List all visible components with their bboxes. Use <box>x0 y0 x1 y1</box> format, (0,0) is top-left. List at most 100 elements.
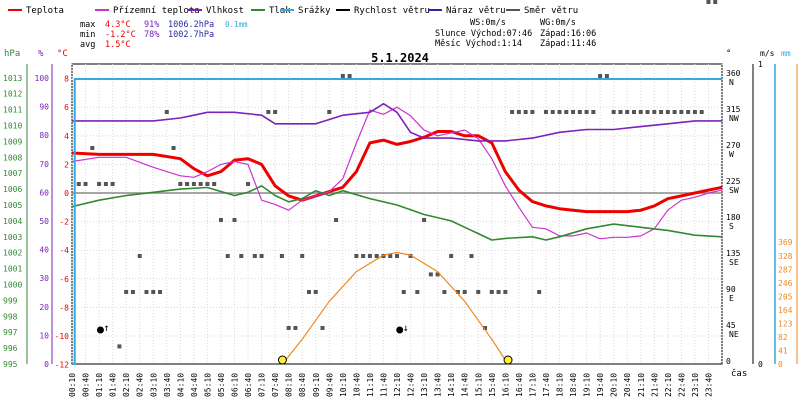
wind-dir-point <box>483 326 488 330</box>
x-tick-label: 14:40 <box>461 373 470 397</box>
x-tick-label: 03:10 <box>149 373 158 397</box>
dir-tick-label: 0 <box>726 357 731 366</box>
wind-dir-point <box>665 110 670 114</box>
wspeed-axis-label: m/s <box>760 49 775 58</box>
press-tick-label: 996 <box>3 344 18 353</box>
wind-dir-point <box>144 290 149 294</box>
wind-dir-point <box>340 74 345 78</box>
wind-dir-point <box>110 182 115 186</box>
x-tick-label: 21:40 <box>650 373 659 397</box>
wind-dir-point <box>246 182 251 186</box>
sun-tick-label: 287 <box>778 265 793 274</box>
dir-name-label: NE <box>729 330 739 339</box>
temp-tick-label: 0 <box>64 189 69 198</box>
moon-rise: Měsíc Východ:1:14 <box>435 39 522 49</box>
x-tick-label: 04:40 <box>190 373 199 397</box>
hum-tick-label: 0 <box>44 360 49 369</box>
wind-dir-point <box>293 326 298 330</box>
hum-tick-label: 10 <box>39 331 49 340</box>
sun-tick-label: 82 <box>778 333 788 342</box>
x-tick-label: 13:10 <box>420 373 429 397</box>
stats-min-press: 1002.7hPa <box>168 30 214 40</box>
wind-dir-point <box>320 326 325 330</box>
hum-tick-label: 20 <box>39 303 49 312</box>
legend-label: Přízemní teplota <box>113 6 200 16</box>
x-tick-label: 23:40 <box>704 373 713 397</box>
press-tick-label: 999 <box>3 296 18 305</box>
legend: Teplota Přízemní teplota Vlhkost Tlak Sr… <box>8 6 578 16</box>
x-tick-label: 22:40 <box>677 373 686 397</box>
wspeed-tick-label: 1 <box>758 60 763 69</box>
wind-dir-point <box>625 110 630 114</box>
sun-tick-label: 41 <box>778 346 788 355</box>
wind-dir-point <box>598 74 603 78</box>
x-tick-label: 05:10 <box>203 373 212 397</box>
wind-dir-point <box>713 0 718 4</box>
wind-speed-point <box>96 326 104 334</box>
x-tick-label: 01:10 <box>95 373 104 397</box>
temp-tick-label: 2 <box>64 160 69 169</box>
x-tick-label: 00:10 <box>68 373 77 397</box>
sun-tick-label: 205 <box>778 292 793 301</box>
sun-marker <box>277 355 287 365</box>
press-tick-label: 1005 <box>3 201 22 210</box>
hum-tick-label: 70 <box>39 160 49 169</box>
x-tick-label: 15:10 <box>474 373 483 397</box>
legend-label: Srážky <box>298 6 331 16</box>
wind-dir-point <box>252 254 257 258</box>
temp-tick-label: 8 <box>64 75 69 84</box>
wind-arrow: ↓ <box>403 323 409 334</box>
wind-dir-point <box>130 290 135 294</box>
wind-dir-point <box>83 182 88 186</box>
dir-name-label: NW <box>729 114 739 123</box>
legend-item-srazky: Srážky <box>280 6 331 16</box>
press-tick-label: 1012 <box>3 90 22 99</box>
x-tick-label: 11:40 <box>379 373 388 397</box>
press-tick-label: 997 <box>3 328 18 337</box>
legend-item-vlhkost: Vlhkost <box>188 6 244 16</box>
sun-tick-label: 369 <box>778 238 793 247</box>
wind-dir-point <box>334 218 339 222</box>
wind-dir-point <box>455 290 460 294</box>
wind-dir-point <box>239 254 244 258</box>
wind-dir-point <box>185 182 190 186</box>
dir-name-label: E <box>729 294 734 303</box>
x-tick-label: 17:40 <box>542 373 551 397</box>
x-tick-label: 07:10 <box>258 373 267 397</box>
wind-dir-point <box>462 290 467 294</box>
series-line-srky <box>72 78 722 365</box>
dir-tick-label: 225 <box>726 177 741 186</box>
wind-dir-point <box>388 254 393 258</box>
wind-dir-point <box>300 254 305 258</box>
wind-dir-point <box>415 290 420 294</box>
wind-dir-point <box>306 290 311 294</box>
wind-dir-point <box>503 290 508 294</box>
wind-dir-point <box>611 110 616 114</box>
stats-max-label: max <box>80 20 95 30</box>
rain-axis-label: mm <box>781 49 791 58</box>
legend-item-rychlost: Rychlost větru <box>336 6 430 16</box>
wind-dir-point <box>699 110 704 114</box>
press-tick-label: 1006 <box>3 185 22 194</box>
dir-tick-label: 180 <box>726 213 741 222</box>
wind-dir-point <box>435 272 440 277</box>
temp-tick-label: 4 <box>64 132 69 141</box>
wind-dir-point <box>692 110 697 114</box>
series-line-pzemnteplota <box>71 106 723 240</box>
stats-avg-label: avg <box>80 40 95 50</box>
hum-tick-label: 30 <box>39 274 49 283</box>
x-tick-label: 20:10 <box>610 373 619 397</box>
dir-tick-label: 315 <box>726 105 741 114</box>
x-tick-label: 18:40 <box>569 373 578 397</box>
wind-dir-point <box>672 110 677 114</box>
x-tick-label: 03:40 <box>163 373 172 397</box>
sun-tick-label: 0 <box>778 360 783 369</box>
hum-tick-label: 90 <box>39 103 49 112</box>
temp-tick-label: -2 <box>59 218 69 227</box>
sun-set: Západ:16:06 <box>540 29 596 39</box>
wind-dir-point <box>158 290 163 294</box>
wind-gust-readout: WG:0m/s <box>540 18 576 28</box>
sun-tick-label: 123 <box>778 319 793 328</box>
wind-dir-point <box>652 110 657 114</box>
